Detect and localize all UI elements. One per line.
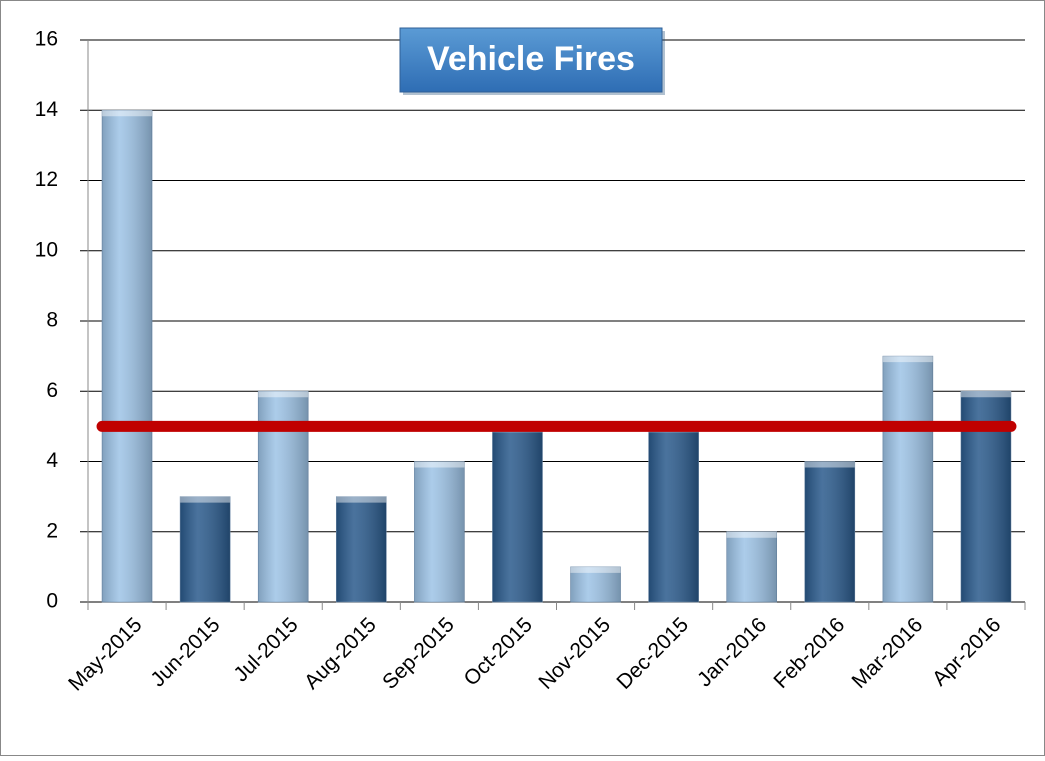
y-tick-label: 6 bbox=[46, 379, 58, 402]
y-tick-label: 10 bbox=[35, 238, 58, 261]
bar-shade bbox=[570, 566, 621, 602]
bar-cap bbox=[960, 391, 1011, 398]
y-tick-label: 12 bbox=[35, 168, 58, 191]
bar-shade bbox=[414, 461, 465, 602]
y-tick-label: 4 bbox=[46, 449, 58, 472]
title-box bbox=[399, 27, 663, 93]
bar-shade bbox=[102, 110, 153, 602]
bar-cap bbox=[336, 496, 387, 503]
y-tick-label: 16 bbox=[35, 28, 58, 51]
bar-shade bbox=[492, 426, 543, 602]
chart-title: Vehicle Fires bbox=[427, 40, 635, 78]
bar-cap bbox=[726, 531, 777, 538]
bar-shade bbox=[336, 496, 387, 602]
bar-cap bbox=[180, 496, 231, 503]
bar-shade bbox=[648, 426, 699, 602]
bar-shade bbox=[882, 356, 933, 602]
bar-cap bbox=[258, 391, 309, 398]
bar-cap bbox=[414, 461, 465, 468]
bar-cap bbox=[804, 461, 855, 468]
bar-cap bbox=[102, 110, 153, 117]
y-tick-label: 2 bbox=[46, 519, 58, 542]
bar-cap bbox=[570, 566, 621, 573]
bar-cap bbox=[882, 356, 933, 363]
bar-shade bbox=[726, 531, 777, 602]
y-tick-label: 14 bbox=[35, 98, 59, 121]
bar-shade bbox=[180, 496, 231, 602]
bar-shade bbox=[804, 461, 855, 602]
y-tick-label: 0 bbox=[46, 590, 58, 613]
y-tick-label: 8 bbox=[46, 309, 58, 332]
